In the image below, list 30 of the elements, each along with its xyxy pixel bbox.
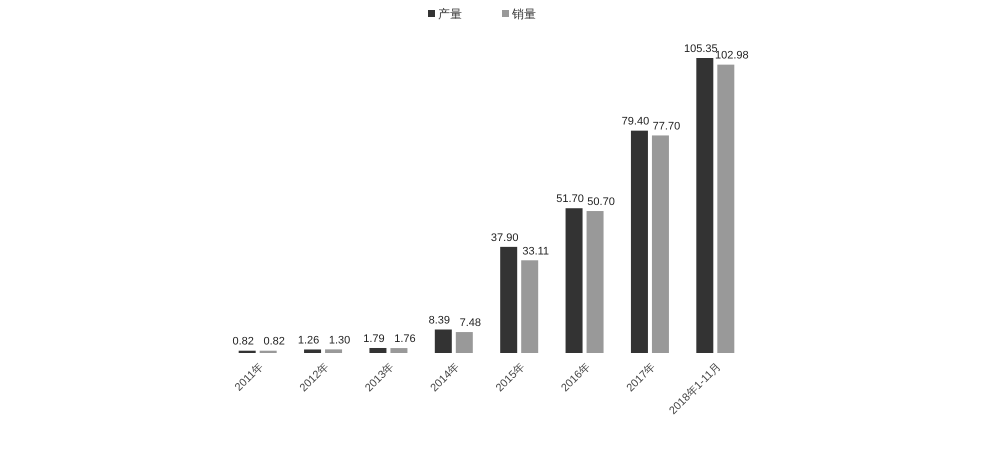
- bar: [434, 330, 452, 353]
- bar: [630, 130, 648, 353]
- bar: [717, 64, 734, 353]
- data-label: 1.26: [298, 334, 320, 346]
- data-label: 50.70: [587, 196, 615, 208]
- bar: [369, 348, 386, 353]
- data-label: 51.70: [556, 193, 584, 206]
- bar: [652, 135, 669, 353]
- legend-label: 产量: [438, 7, 462, 21]
- data-label: 0.82: [232, 336, 254, 348]
- legend-label: 销量: [511, 7, 536, 21]
- bar: [586, 211, 604, 353]
- bar: [456, 332, 473, 353]
- bar: [696, 58, 714, 353]
- data-label: 1.30: [328, 334, 350, 346]
- bar: [500, 246, 518, 353]
- bar: [325, 349, 342, 353]
- data-label: 7.48: [460, 317, 482, 330]
- bar: [521, 260, 538, 353]
- data-label: 0.82: [263, 336, 285, 348]
- data-label: 37.90: [490, 232, 518, 244]
- bar: [566, 208, 583, 353]
- data-label: 33.11: [522, 245, 550, 258]
- data-label: 1.76: [394, 333, 416, 346]
- data-label: 1.79: [363, 332, 385, 345]
- data-label: 77.70: [652, 120, 680, 132]
- data-label: 8.39: [428, 314, 450, 327]
- data-label: 79.40: [622, 116, 650, 128]
- bar: [304, 349, 322, 353]
- bar: [390, 348, 408, 353]
